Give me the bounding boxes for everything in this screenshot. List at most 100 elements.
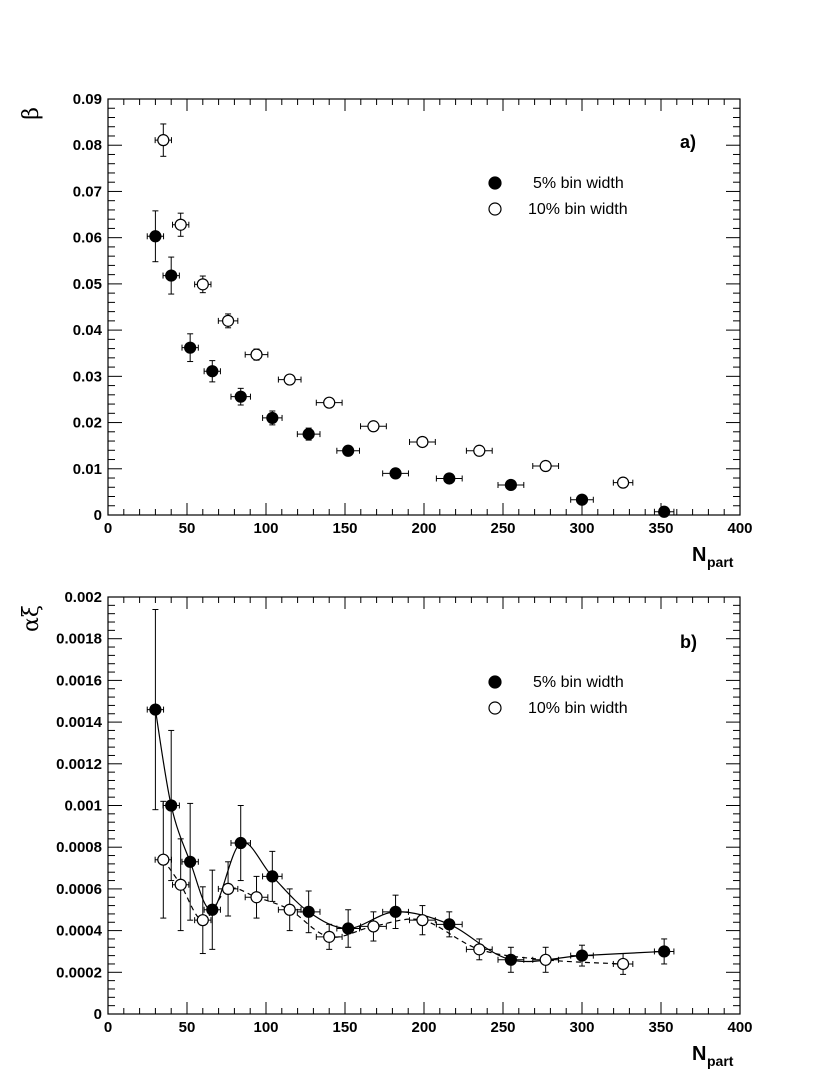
- open-marker: [367, 420, 380, 433]
- legend-entry: 5% bin width: [533, 175, 624, 192]
- x-axis-label: N: [692, 1043, 706, 1065]
- panel-label: a): [680, 132, 696, 152]
- y-axis-label: β: [19, 107, 44, 120]
- open-marker: [323, 930, 336, 943]
- y-tick-label: 0.04: [73, 322, 103, 339]
- filled-marker: [342, 444, 355, 457]
- x-tick-label: 300: [569, 520, 594, 537]
- panel-a: 0 50 100 150 200 250 300 350 400 0 0.01 0.02 0.03 0.0…: [19, 91, 753, 570]
- legend-marker: [488, 176, 502, 190]
- open-marker: [367, 920, 380, 933]
- filled-marker: [342, 922, 355, 935]
- data-point: [465, 444, 493, 457]
- data-point: [382, 894, 409, 930]
- x-tick-label: 350: [648, 1019, 673, 1036]
- filled-marker: [302, 905, 315, 918]
- open-marker: [250, 348, 263, 361]
- x-tick-label: 200: [411, 1019, 436, 1036]
- data-point: [244, 348, 269, 361]
- data-point: [172, 838, 190, 932]
- filled-marker: [165, 269, 178, 282]
- data-point: [435, 472, 463, 485]
- filled-marker: [149, 703, 162, 716]
- data-point: [277, 888, 302, 932]
- data-point: [653, 938, 675, 965]
- legend-marker: [488, 701, 502, 715]
- open-marker: [221, 882, 235, 896]
- data-point: [262, 410, 283, 426]
- open-marker: [157, 853, 170, 866]
- x-tick-label: 350: [648, 520, 673, 537]
- legend-entry: 5% bin width: [533, 674, 624, 691]
- filled-marker: [266, 870, 279, 883]
- data-point: [336, 909, 360, 948]
- open-marker: [539, 953, 552, 966]
- open-marker: [283, 903, 296, 916]
- filled-marker: [206, 903, 219, 916]
- x-axis-label: N: [692, 544, 706, 566]
- data-point: [146, 609, 165, 811]
- data-point: [262, 850, 283, 902]
- open-marker: [157, 134, 170, 147]
- open-marker: [221, 314, 235, 327]
- y-tick-label: 0.08: [73, 137, 102, 154]
- data-point: [532, 459, 560, 473]
- open-marker: [416, 914, 429, 927]
- x-tick-label: 100: [253, 1019, 278, 1036]
- y-axis-label: αξ: [19, 605, 44, 632]
- open-marker: [616, 957, 630, 971]
- open-marker: [174, 218, 187, 231]
- y-tick-label: 0.001: [64, 798, 102, 815]
- data-point: [315, 396, 343, 409]
- data-point: [653, 505, 675, 518]
- data-point: [612, 953, 634, 975]
- y-tick-label: 0.0018: [56, 631, 102, 648]
- open-marker: [196, 914, 209, 927]
- open-marker: [539, 459, 552, 473]
- filled-marker: [234, 836, 247, 850]
- data-point: [244, 875, 269, 919]
- filled-marker: [184, 855, 197, 868]
- data-point: [315, 923, 343, 950]
- panel-label: b): [680, 632, 697, 652]
- filled-marker: [234, 390, 247, 403]
- filled-marker: [389, 467, 402, 480]
- filled-marker: [658, 505, 671, 518]
- y-tick-label: 0.02: [73, 415, 102, 432]
- x-axis-label-subscript: part: [707, 1053, 734, 1069]
- filled-marker: [575, 949, 589, 962]
- filled-marker: [504, 478, 517, 492]
- filled-marker: [443, 472, 456, 485]
- y-tick-label: 0.01: [73, 461, 102, 478]
- data-point: [409, 905, 436, 936]
- data-point: [154, 123, 172, 157]
- y-tick-label: 0.0004: [56, 923, 103, 940]
- data-point: [194, 886, 212, 955]
- open-marker: [473, 943, 486, 956]
- data-point: [570, 493, 594, 506]
- open-marker: [416, 435, 429, 449]
- filled-marker: [302, 428, 315, 441]
- data-point: [570, 944, 594, 967]
- x-tick-label: 400: [727, 520, 752, 537]
- y-tick-label: 0: [94, 1006, 102, 1023]
- y-tick-label: 0.07: [73, 183, 102, 200]
- y-tick-label: 0.09: [73, 91, 102, 108]
- data-point: [217, 861, 239, 917]
- y-tick-label: 0.0016: [56, 672, 102, 689]
- y-tick-label: 0.002: [64, 589, 102, 606]
- data-point: [217, 313, 239, 329]
- data-point: [277, 373, 302, 386]
- data-point: [612, 476, 634, 489]
- data-point: [181, 802, 199, 921]
- data-point: [154, 800, 172, 919]
- y-tick-label: 0.0014: [56, 714, 103, 731]
- data-point: [382, 467, 409, 480]
- series-curve-five-percent: [154, 709, 665, 963]
- data-point: [532, 946, 560, 973]
- x-tick-label: 250: [490, 1019, 515, 1036]
- x-tick-label: 50: [179, 1019, 196, 1036]
- legend-entry: 10% bin width: [528, 700, 628, 717]
- y-tick-label: 0.0012: [56, 756, 102, 773]
- filled-marker: [149, 230, 162, 243]
